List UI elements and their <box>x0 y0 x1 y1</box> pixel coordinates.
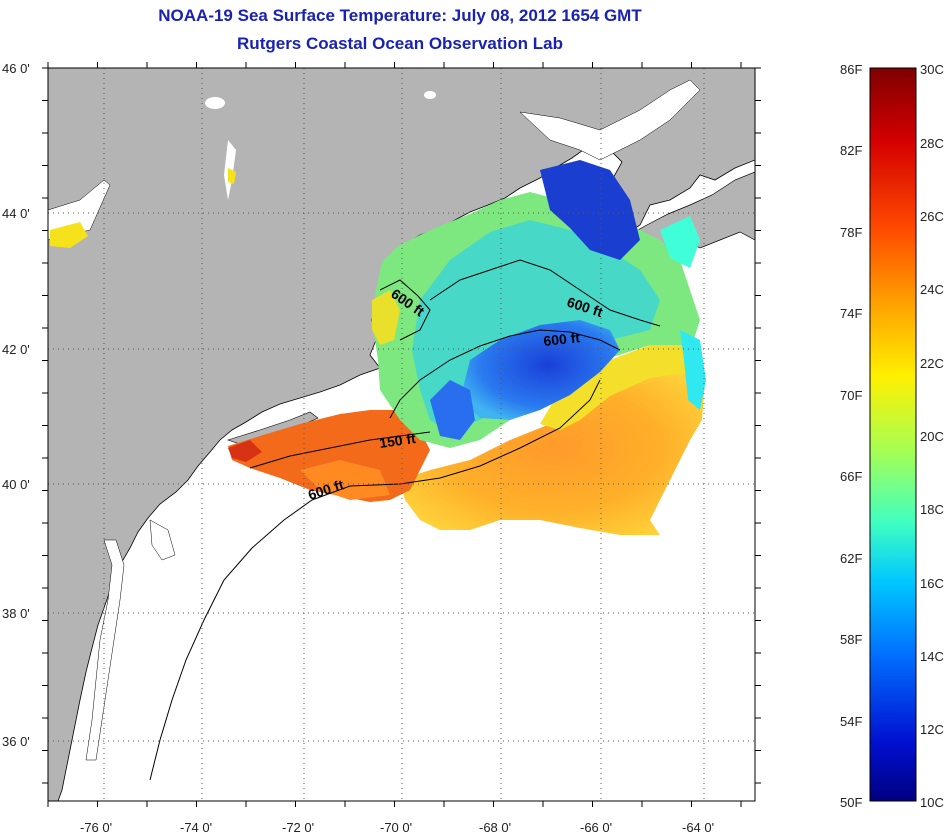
lon-tick-label: -72 0' <box>282 820 314 835</box>
sst-field <box>228 160 706 535</box>
colorbar-f-label: 70F <box>840 388 862 403</box>
colorbar-f-label: 50F <box>840 795 862 810</box>
colorbar-f-labels: 86F 82F 78F 74F 70F 66F 62F 58F 54F 50F <box>840 62 862 810</box>
map-title: NOAA-19 Sea Surface Temperature: July 08… <box>158 6 642 25</box>
colorbar-f-label: 62F <box>840 551 862 566</box>
colorbar: 86F 82F 78F 74F 70F 66F 62F 58F 54F 50F … <box>840 62 944 810</box>
lon-tick-label: -74 0' <box>180 820 212 835</box>
contour-label-600ft-c: 600 ft <box>543 329 581 349</box>
lake-champlain-sst <box>228 168 236 184</box>
colorbar-c-label: 20C <box>920 429 944 444</box>
colorbar-f-label: 58F <box>840 632 862 647</box>
lat-tick-label: 40 0' <box>2 477 30 492</box>
isobath-600-basin <box>389 329 621 419</box>
colorbar-c-labels: 30C 28C 26C 24C 22C 20C 18C 16C 14C 12C … <box>920 62 944 810</box>
lat-axis: 46 0' 44 0' 42 0' 40 0' 38 0' 36 0' <box>2 61 30 749</box>
lake-2 <box>424 91 436 99</box>
isobath-600-north <box>429 259 661 327</box>
colorbar-c-label: 10C <box>920 795 944 810</box>
contour-label-150ft: 150 ft <box>378 430 417 451</box>
colorbar-gradient <box>869 67 917 802</box>
isobath-shelf <box>379 279 431 341</box>
colorbar-c-label: 14C <box>920 649 944 664</box>
colorbar-f-label: 82F <box>840 143 862 158</box>
chesapeake-bay <box>85 539 125 761</box>
colorbar-c-label: 12C <box>920 722 944 737</box>
st-lawrence-estuary <box>519 79 701 161</box>
axis-ticks <box>42 62 761 807</box>
lon-tick-label: -66 0' <box>580 820 612 835</box>
lat-tick-label: 42 0' <box>2 342 30 357</box>
lake-ontario <box>48 179 111 241</box>
lat-tick-label: 36 0' <box>2 734 30 749</box>
graticule <box>48 68 755 801</box>
colorbar-f-label: 74F <box>840 306 862 321</box>
lat-tick-label: 38 0' <box>2 606 30 621</box>
lake-ontario-sst <box>50 222 88 248</box>
colorbar-c-label: 28C <box>920 136 944 151</box>
lon-tick-label: -68 0' <box>479 820 511 835</box>
colorbar-f-label: 86F <box>840 62 862 77</box>
lat-tick-label: 46 0' <box>2 61 30 76</box>
colorbar-f-label: 78F <box>840 225 862 240</box>
colorbar-c-label: 22C <box>920 356 944 371</box>
isobath-150 <box>249 431 431 469</box>
isobaths <box>149 259 661 781</box>
colorbar-f-label: 54F <box>840 714 862 729</box>
colorbar-c-label: 30C <box>920 62 944 77</box>
lon-tick-label: -70 0' <box>380 820 412 835</box>
map-area: 600 ft 600 ft 600 ft 150 ft 600 ft <box>48 68 755 801</box>
colorbar-c-label: 16C <box>920 576 944 591</box>
lat-tick-label: 44 0' <box>2 206 30 221</box>
lake-1 <box>205 97 225 109</box>
map-subtitle: Rutgers Coastal Ocean Observation Lab <box>237 34 563 53</box>
map-border <box>47 67 756 802</box>
delaware-bay <box>149 519 176 561</box>
isobath-600-south <box>149 379 601 781</box>
colorbar-f-label: 66F <box>840 469 862 484</box>
colorbar-c-label: 18C <box>920 502 944 517</box>
colorbar-c-label: 26C <box>920 209 944 224</box>
lon-tick-label: -64 0' <box>682 820 714 835</box>
lon-tick-label: -76 0' <box>80 820 112 835</box>
lon-axis: -76 0' -74 0' -72 0' -70 0' -68 0' -66 0… <box>80 820 714 835</box>
colorbar-c-label: 24C <box>920 282 944 297</box>
